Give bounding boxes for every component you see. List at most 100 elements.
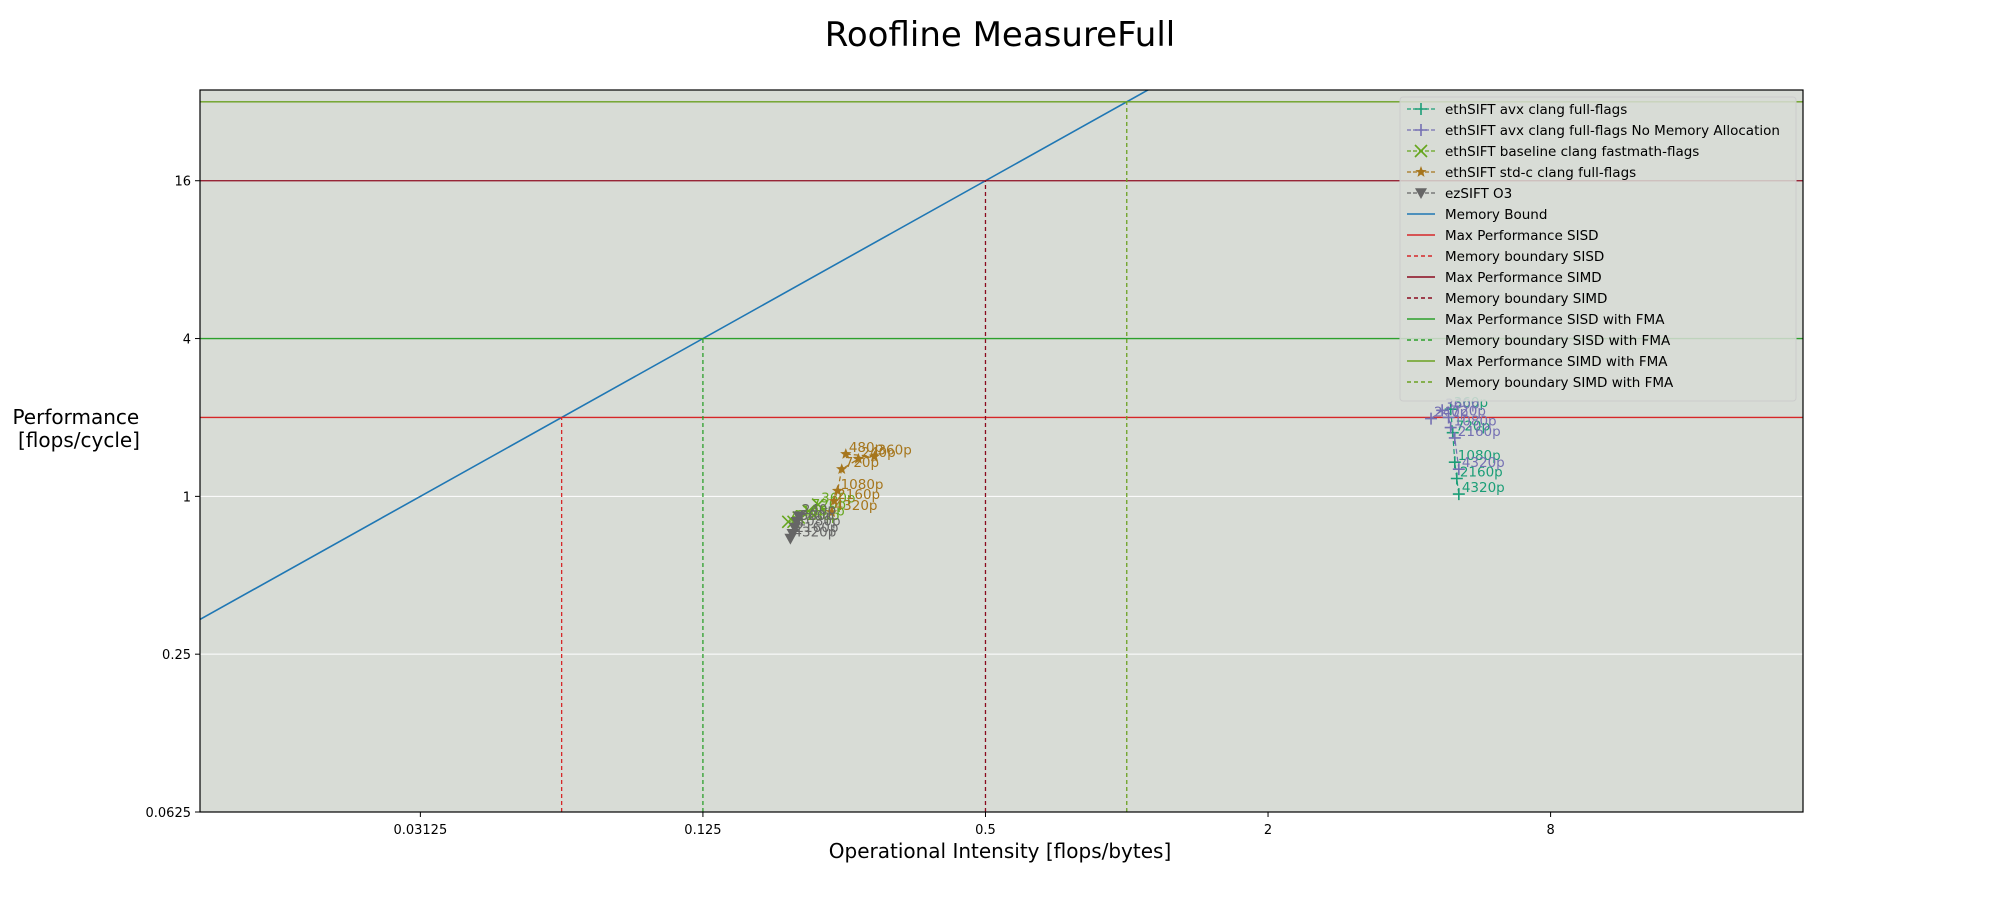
- data-point: [788, 522, 801, 534]
- data-point: [1448, 431, 1461, 444]
- data-point: [836, 463, 848, 474]
- legend-entry: ethSIFT baseline clang fastmath-flags: [1407, 144, 1699, 160]
- legend-label: ethSIFT std-c clang full-flags: [1445, 165, 1636, 181]
- legend-entry: Memory boundary SISD with FMA: [1407, 333, 1671, 349]
- data-point: [1442, 411, 1455, 424]
- data-point: [852, 452, 865, 464]
- legend-label: ezSIFT O3: [1445, 186, 1512, 202]
- y-tick-label: 16: [174, 175, 191, 190]
- data-point: [1446, 426, 1459, 439]
- y-tick-label: 0.0625: [146, 806, 192, 821]
- data-label: 1080p: [841, 477, 884, 493]
- legend-entry: ethSIFT avx clang full-flags: [1407, 102, 1627, 118]
- legend-entry: Memory boundary SISD: [1407, 249, 1604, 265]
- legend-label: ethSIFT avx clang full-flags: [1445, 102, 1627, 118]
- data-label: 360p: [877, 442, 911, 458]
- legend-entry: Max Performance SISD with FMA: [1407, 312, 1665, 328]
- data-point: [1444, 421, 1457, 434]
- data-point: [1450, 472, 1463, 485]
- data-label: 720p: [1456, 419, 1490, 435]
- data-label: 2160p: [796, 520, 839, 536]
- legend: ethSIFT avx clang full-flags ethSIFT avx …: [1399, 96, 1797, 402]
- y-axis-label: Performance [flops/cycle]: [12, 405, 145, 452]
- data-label: 4320p: [835, 498, 878, 514]
- data-label: 240p: [861, 445, 895, 461]
- data-point: [790, 516, 803, 528]
- data-point: [1452, 463, 1465, 476]
- legend-entry: Memory Bound: [1407, 207, 1547, 223]
- legend-label: Memory boundary SIMD: [1445, 291, 1607, 307]
- data-point: [1444, 403, 1457, 416]
- legend-label: Memory Bound: [1445, 207, 1547, 223]
- legend-entry: Memory boundary SIMD: [1407, 291, 1607, 307]
- x-tick-label: 0.03125: [393, 823, 447, 838]
- data-point: [811, 498, 825, 512]
- legend-label: ethSIFT baseline clang fastmath-flags: [1445, 144, 1699, 160]
- data-label: 240p: [802, 502, 836, 518]
- data-label: 2160p: [837, 487, 880, 503]
- data-label: 360p: [821, 491, 855, 507]
- y-tick-label: 0.25: [162, 648, 191, 663]
- data-point: [784, 533, 797, 545]
- legend-label: Memory boundary SISD with FMA: [1445, 333, 1671, 349]
- legend-marker: [1415, 188, 1427, 199]
- y-tick-label: 4: [183, 333, 191, 348]
- data-label: 720p: [845, 455, 879, 471]
- legend-label: Max Performance SIMD: [1445, 270, 1602, 286]
- data-label: 360p: [800, 508, 834, 524]
- y-tick-label: 1: [183, 490, 191, 505]
- data-label: 2160p: [1458, 424, 1501, 440]
- data-point: [1448, 456, 1461, 469]
- legend-marker: [1415, 166, 1427, 177]
- legend-entry: ethSIFT avx clang full-flags No Memory A…: [1407, 123, 1780, 139]
- data-label: 4320p: [1462, 480, 1505, 496]
- y-axis-ticks: 0.0625 0.25 1 4 16: [146, 175, 200, 821]
- legend-entry: ethSIFT std-c clang full-flags: [1407, 165, 1636, 181]
- x-tick-label: 2: [1264, 823, 1272, 838]
- legend-entry: Max Performance SIMD: [1407, 270, 1602, 286]
- data-label: 2160p: [1460, 464, 1503, 480]
- data-point: [1436, 404, 1449, 417]
- data-point: [792, 511, 805, 523]
- legend-entry: Memory boundary SIMD with FMA: [1407, 375, 1674, 391]
- legend-marker: [1414, 144, 1428, 158]
- data-label: 1080p: [798, 514, 841, 530]
- data-series: 360p720p1080p2160p4320p240p360p720p1080p…: [781, 395, 1505, 545]
- data-point: [868, 450, 881, 462]
- x-tick-label: 0.125: [684, 823, 721, 838]
- data-point: [1452, 488, 1465, 501]
- y-axis-label-line2: [flops/cycle]: [18, 428, 140, 452]
- data-label: 4320p: [793, 525, 836, 541]
- line-memory-bound: [200, 90, 1150, 621]
- x-axis-label: Operational Intensity [flops/bytes]: [829, 839, 1172, 863]
- plot-frame: [199, 89, 1804, 813]
- data-point: [831, 484, 844, 496]
- data-point: [825, 506, 838, 518]
- x-tick-label: 8: [1546, 823, 1554, 838]
- x-axis-ticks: 0.03125 0.125 0.5 2 8: [393, 812, 1555, 838]
- x-tick-label: 0.5: [975, 823, 996, 838]
- legend-label: ethSIFT avx clang full-flags No Memory A…: [1445, 123, 1780, 139]
- data-point: [802, 504, 816, 518]
- data-label: 4320p: [1462, 455, 1505, 471]
- legend-label: Max Performance SISD with FMA: [1445, 312, 1665, 328]
- legend-label: Max Performance SISD: [1445, 228, 1599, 244]
- data-label: 720p: [1452, 403, 1486, 419]
- legend-entry: ezSIFT O3: [1407, 186, 1512, 202]
- legend-box: [1399, 96, 1797, 402]
- legend-label: Memory boundary SIMD with FMA: [1445, 375, 1674, 391]
- legend-marker: [1415, 103, 1427, 115]
- legend-marker: [1415, 124, 1427, 136]
- chart-title: Roofline MeasureFull: [825, 15, 1175, 55]
- legend-label: Max Performance SIMD with FMA: [1445, 354, 1668, 370]
- y-axis-label-line1: Performance: [12, 405, 139, 429]
- legend-entry: Max Performance SIMD with FMA: [1407, 354, 1668, 370]
- data-point: [828, 495, 840, 506]
- data-point: [1425, 412, 1438, 425]
- data-label: 1080p: [1458, 448, 1501, 464]
- legend-entry: Max Performance SISD: [1407, 228, 1599, 244]
